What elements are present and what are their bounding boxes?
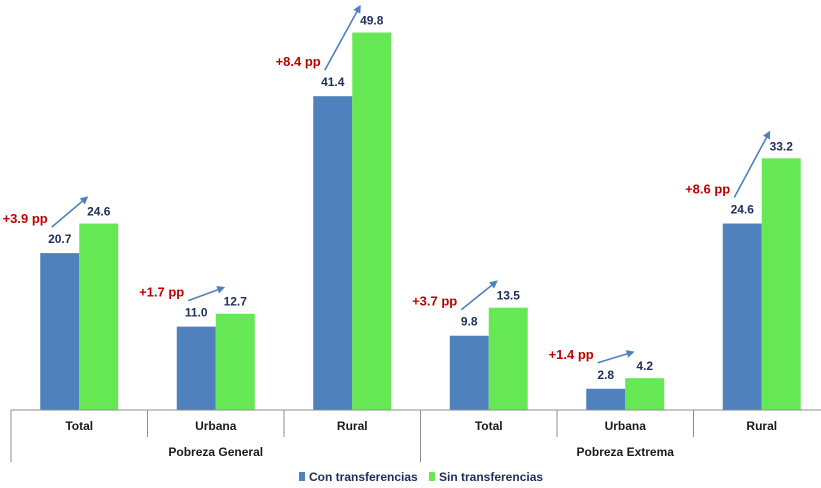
legend: Con transferencias Sin transferencias	[299, 470, 543, 484]
increase-annotation: +1.4 pp	[549, 347, 594, 362]
increase-arrow	[733, 130, 771, 198]
legend-swatch	[299, 472, 305, 481]
data-label-con: 11.0	[185, 306, 208, 320]
increase-arrow	[187, 286, 226, 302]
category-axis: Total Urbana Rural Total Urbana Rural Pobreza …	[10, 409, 821, 462]
bars-layer: 20.7 24.6 +3.9 pp 11.0 12.7 +1.7 pp 41.4 49.8 +8…	[3, 4, 801, 411]
data-label-con: 20.7	[48, 232, 72, 246]
data-label-con: 24.6	[731, 203, 755, 217]
increase-arrow	[324, 4, 361, 71]
bar-con-transferencias	[449, 335, 489, 410]
bar-con-transferencias	[313, 96, 353, 411]
legend-label: Con transferencias	[309, 470, 418, 484]
bar-con-transferencias	[40, 253, 80, 410]
increase-annotation: +8.6 pp	[685, 182, 730, 197]
category-tick-label: Urbana	[605, 419, 647, 433]
increase-annotation: +8.4 pp	[276, 54, 321, 69]
bar-sin-transferencias	[352, 32, 392, 411]
increase-arrow	[597, 350, 635, 364]
data-label-sin: 24.6	[87, 205, 111, 219]
category-tick-label: Total	[65, 419, 93, 433]
data-label-con: 41.4	[321, 75, 345, 89]
increase-annotation: +1.7 pp	[139, 285, 184, 300]
increase-arrow	[460, 280, 498, 311]
increase-arrow	[51, 196, 89, 228]
group-label: Pobreza General	[168, 445, 263, 459]
data-label-sin: 12.7	[224, 295, 248, 309]
data-label-con: 2.8	[597, 368, 614, 382]
group-label: Pobreza Extrema	[577, 445, 675, 459]
data-label-sin: 4.2	[636, 359, 653, 373]
data-label-con: 9.8	[461, 315, 478, 329]
bar-con-transferencias	[176, 326, 216, 410]
legend-label: Sin transferencias	[439, 470, 543, 484]
category-tick-label: Rural	[746, 419, 777, 433]
increase-annotation: +3.7 pp	[412, 294, 457, 309]
bar-sin-transferencias	[79, 223, 119, 410]
data-label-sin: 13.5	[497, 289, 521, 303]
bar-con-transferencias	[722, 223, 762, 410]
category-tick-label: Rural	[337, 419, 368, 433]
category-tick-label: Total	[475, 419, 503, 433]
bar-sin-transferencias	[625, 378, 665, 410]
bar-con-transferencias	[586, 388, 626, 410]
data-label-sin: 49.8	[360, 14, 384, 28]
bar-sin-transferencias	[215, 313, 255, 410]
legend-swatch	[429, 472, 435, 481]
bar-sin-transferencias	[488, 307, 528, 410]
bar-sin-transferencias	[761, 158, 801, 410]
data-label-sin: 33.2	[770, 139, 794, 153]
increase-annotation: +3.9 pp	[3, 211, 48, 226]
category-tick-label: Urbana	[195, 419, 237, 433]
